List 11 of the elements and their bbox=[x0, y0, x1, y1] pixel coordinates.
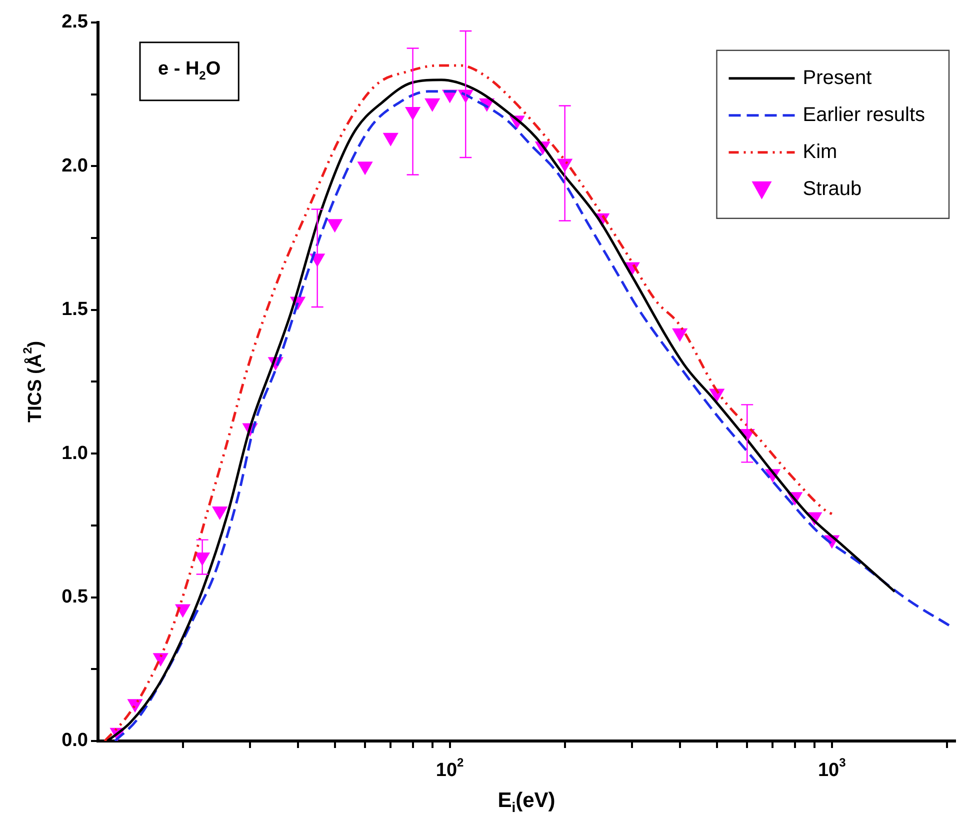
legend-label: Kim bbox=[802, 140, 838, 163]
legend-label: Present bbox=[802, 66, 872, 89]
y-tick-label: 0.5 bbox=[62, 586, 88, 608]
y-tick-label: 2.5 bbox=[62, 12, 88, 33]
y-axis-title: TICS (Å2) bbox=[20, 340, 46, 423]
y-tick-label: 0.0 bbox=[62, 730, 88, 752]
y-tick-label: 1.0 bbox=[62, 442, 88, 464]
legend-label: Earlier results bbox=[802, 104, 926, 126]
y-tick-label: 2.0 bbox=[62, 155, 88, 176]
legend-label: Straub bbox=[802, 178, 862, 200]
y-tick-label: 1.5 bbox=[62, 299, 88, 320]
